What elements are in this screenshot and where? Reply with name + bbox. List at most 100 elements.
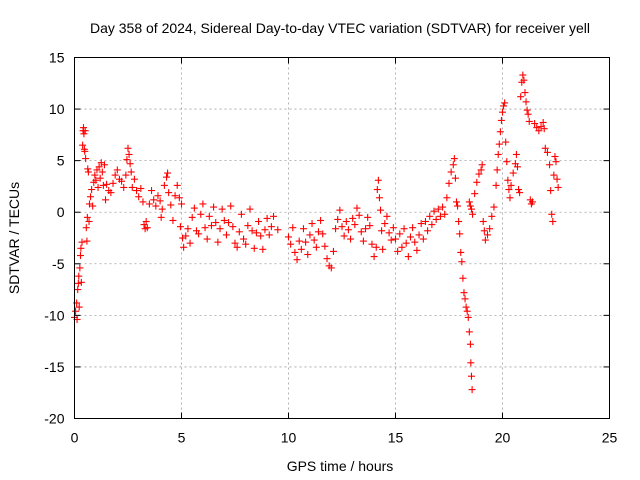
data-point (270, 212, 278, 220)
data-point (137, 184, 145, 192)
data-point (263, 214, 271, 222)
data-point (381, 220, 389, 228)
data-point (94, 183, 102, 191)
data-point (82, 155, 90, 163)
data-point (128, 183, 136, 191)
data-point (242, 240, 250, 248)
data-point (285, 233, 292, 241)
data-point (154, 192, 162, 200)
data-point (377, 206, 385, 214)
data-point (89, 202, 97, 210)
data-point (85, 217, 93, 225)
data-point (525, 117, 533, 125)
data-point (509, 169, 517, 177)
data-point (79, 124, 87, 132)
data-point (552, 158, 560, 166)
data-point (355, 211, 363, 219)
data-point (349, 214, 357, 222)
data-point (394, 247, 402, 255)
data-point (84, 168, 92, 176)
data-point (102, 196, 110, 204)
data-point (118, 177, 126, 185)
data-point (195, 230, 203, 238)
data-point (323, 255, 331, 263)
y-axis-label: SDTVAR / TECUs (6, 182, 22, 294)
data-point (516, 189, 524, 197)
data-point (306, 231, 314, 239)
data-point (398, 243, 406, 251)
data-point (553, 175, 561, 183)
data-point (299, 225, 307, 233)
data-point (295, 237, 303, 245)
data-point (383, 212, 391, 220)
data-point (329, 247, 337, 255)
data-point (495, 140, 503, 148)
data-point (81, 147, 89, 155)
data-point (439, 203, 447, 211)
data-point (500, 102, 508, 110)
data-point (83, 213, 91, 221)
grid-lines (74, 57, 610, 419)
data-point (541, 144, 549, 152)
y-tick-label: -15 (44, 359, 64, 375)
data-point (148, 187, 156, 195)
data-point (171, 192, 179, 200)
data-point (478, 161, 486, 169)
data-point (477, 166, 485, 174)
data-point (76, 264, 84, 272)
data-point (419, 235, 427, 243)
data-point (344, 226, 352, 234)
x-tick-label: 5 (178, 430, 186, 446)
data-point (548, 210, 556, 218)
data-point (467, 372, 475, 380)
data-point (436, 212, 444, 220)
data-point (74, 286, 82, 294)
data-point (528, 198, 536, 206)
data-point (182, 232, 190, 240)
data-point (336, 206, 344, 214)
data-point (549, 217, 557, 225)
data-point (471, 190, 479, 198)
data-point (463, 307, 471, 315)
data-point (379, 245, 387, 253)
data-point (77, 278, 85, 286)
data-point (100, 161, 108, 169)
data-point (459, 274, 467, 282)
data-point (82, 224, 90, 232)
data-point (252, 229, 260, 237)
data-point (473, 178, 481, 186)
data-point (327, 264, 335, 272)
data-point (165, 189, 173, 197)
data-point (480, 227, 488, 235)
data-point (92, 176, 100, 184)
data-point (79, 141, 87, 149)
data-point (461, 295, 469, 303)
data-point (464, 313, 472, 321)
data-point (458, 258, 466, 266)
data-point (488, 212, 496, 220)
data-point (456, 230, 464, 238)
data-point (457, 248, 465, 256)
x-tick-label: 10 (281, 430, 297, 446)
data-point (233, 243, 241, 251)
data-point (481, 236, 489, 244)
data-point (450, 155, 458, 163)
data-point (475, 170, 483, 178)
data-point (289, 224, 297, 232)
data-point (133, 187, 141, 195)
data-point (370, 253, 378, 261)
data-point (373, 186, 381, 194)
data-point (467, 359, 475, 367)
data-point (385, 229, 393, 237)
data-point (494, 150, 502, 158)
data-point (467, 205, 475, 213)
data-point (255, 217, 263, 225)
data-point (466, 340, 474, 348)
data-point (201, 224, 209, 232)
data-point (225, 219, 233, 227)
data-point (521, 89, 529, 97)
data-point (340, 232, 348, 240)
data-point (184, 225, 192, 233)
data-point (143, 224, 151, 232)
data-point (374, 176, 382, 184)
